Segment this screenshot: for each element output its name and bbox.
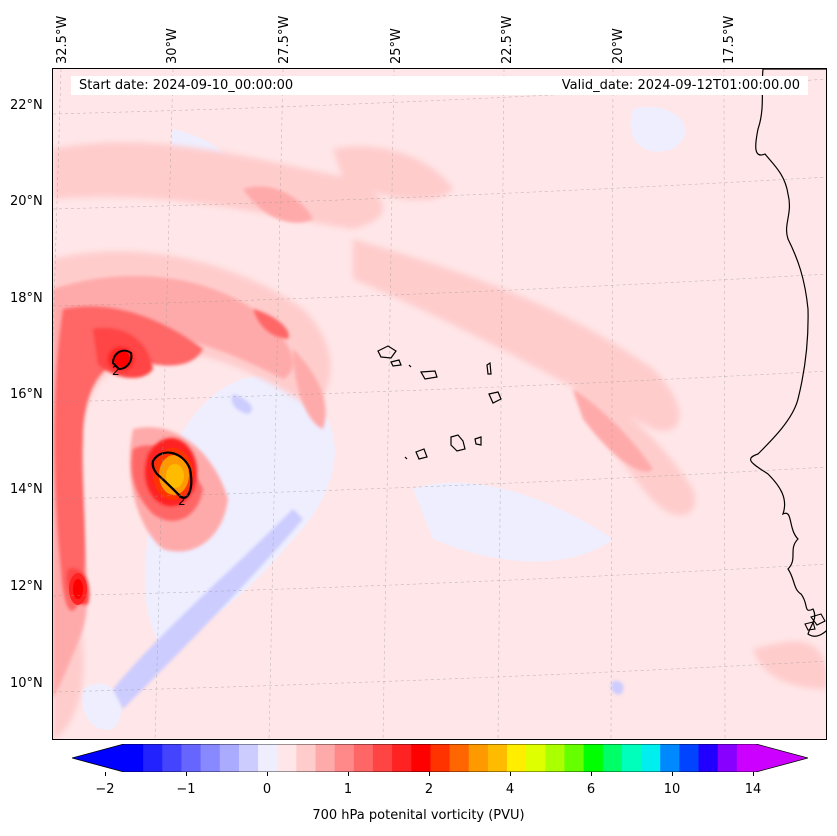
lon-label-20w: 20°W bbox=[611, 28, 626, 64]
colorbar-segment bbox=[258, 744, 278, 772]
cyclone-core-north bbox=[108, 347, 134, 371]
colorbar-segment bbox=[162, 744, 182, 772]
lat-label-20n: 20°N bbox=[10, 194, 43, 209]
lat-label-14n: 14°N bbox=[10, 482, 43, 497]
colorbar-tick-label: 4 bbox=[505, 782, 515, 797]
colorbar-segment bbox=[621, 744, 642, 772]
lat-label-12n: 12°N bbox=[10, 579, 43, 594]
lon-label-27-5w: 27.5°W bbox=[277, 15, 292, 64]
colorbar-segment bbox=[545, 744, 565, 772]
colorbar-segment bbox=[181, 744, 202, 772]
lon-label-30w: 30°W bbox=[165, 28, 180, 64]
africa-coast-islets bbox=[804, 613, 826, 631]
colorbar-segment bbox=[679, 744, 700, 772]
colorbar-segment bbox=[124, 744, 144, 772]
colorbar-tick-label: 2 bbox=[424, 782, 434, 797]
pv-max-southwest bbox=[69, 573, 87, 605]
colorbar-tick-label: −1 bbox=[176, 782, 196, 797]
lat-label-10n: 10°N bbox=[10, 676, 43, 691]
colorbar bbox=[72, 744, 808, 772]
colorbar-segment bbox=[392, 744, 412, 772]
colorbar-label: 700 hPa potenital vorticity (PVU) bbox=[312, 808, 525, 823]
cb-tickmark bbox=[510, 772, 511, 776]
colorbar-segment bbox=[296, 744, 317, 772]
colorbar-tick-label: 6 bbox=[586, 782, 596, 797]
colorbar-segment bbox=[602, 744, 623, 772]
colorbar-segment bbox=[219, 744, 240, 772]
colorbar-tick-label: 0 bbox=[262, 782, 272, 797]
colorbar-extend-high bbox=[756, 744, 808, 772]
cb-tickmark bbox=[186, 772, 187, 776]
colorbar-segment bbox=[660, 744, 680, 772]
lon-label-25w: 25°W bbox=[389, 28, 404, 64]
contour-label-south: 2 bbox=[178, 494, 186, 508]
colorbar-segment bbox=[564, 744, 585, 772]
colorbar-tick-label: −2 bbox=[95, 782, 115, 797]
valid-date-label: Valid_date: 2024-09-12T01:00:00.00 bbox=[561, 78, 800, 93]
colorbar-segment bbox=[334, 744, 355, 772]
colorbar-tick-label: 14 bbox=[744, 782, 762, 797]
lon-label-32-5w: 32.5°W bbox=[55, 15, 70, 64]
colorbar-segment bbox=[430, 744, 451, 772]
colorbar-segment bbox=[736, 744, 757, 772]
info-box: Start date: 2024-09-10_00:00:00 Valid_da… bbox=[71, 76, 808, 95]
cb-tickmark bbox=[348, 772, 349, 776]
colorbar-segment bbox=[200, 744, 221, 772]
cb-tickmark bbox=[672, 772, 673, 776]
cb-tickmark bbox=[105, 772, 106, 776]
colorbar-segment bbox=[277, 744, 297, 772]
cb-tickmark bbox=[267, 772, 268, 776]
cb-tickmark bbox=[591, 772, 592, 776]
colorbar-segment bbox=[641, 744, 661, 772]
cb-tickmark bbox=[429, 772, 430, 776]
colorbar-segment bbox=[717, 744, 738, 772]
colorbar-segment bbox=[353, 744, 374, 772]
colorbar-segment bbox=[526, 744, 546, 772]
contour-label-north: 2 bbox=[112, 364, 120, 378]
gridlines bbox=[53, 69, 826, 739]
lat-label-16n: 16°N bbox=[10, 387, 43, 402]
colorbar-segment bbox=[143, 744, 163, 772]
map-panel: 2 2 bbox=[52, 68, 827, 740]
colorbar-segment bbox=[372, 744, 393, 772]
colorbar-tick-label: 1 bbox=[343, 782, 353, 797]
colorbar-segment bbox=[468, 744, 489, 772]
colorbar-segment bbox=[507, 744, 527, 772]
lon-label-17-5w: 17.5°W bbox=[722, 15, 737, 64]
colorbar-segment bbox=[315, 744, 336, 772]
colorbar-segment bbox=[238, 744, 259, 772]
colorbar-segment bbox=[583, 744, 604, 772]
lat-label-22n: 22°N bbox=[10, 98, 43, 113]
cyclone-core-south bbox=[145, 438, 197, 506]
colorbar-segment bbox=[411, 744, 431, 772]
colorbar-segment bbox=[449, 744, 470, 772]
africa-coastline bbox=[750, 69, 826, 637]
lon-label-22-5w: 22.5°W bbox=[500, 15, 515, 64]
colorbar-segment bbox=[487, 744, 508, 772]
lat-label-18n: 18°N bbox=[10, 291, 43, 306]
colorbar-segment bbox=[698, 744, 719, 772]
cb-tickmark bbox=[753, 772, 754, 776]
pv-field-map: 2 2 bbox=[53, 69, 826, 739]
cape-verde-islands bbox=[377, 345, 502, 460]
start-date-label: Start date: 2024-09-10_00:00:00 bbox=[79, 78, 294, 93]
colorbar-extend-low bbox=[72, 744, 124, 772]
colorbar-tick-label: 10 bbox=[663, 782, 681, 797]
